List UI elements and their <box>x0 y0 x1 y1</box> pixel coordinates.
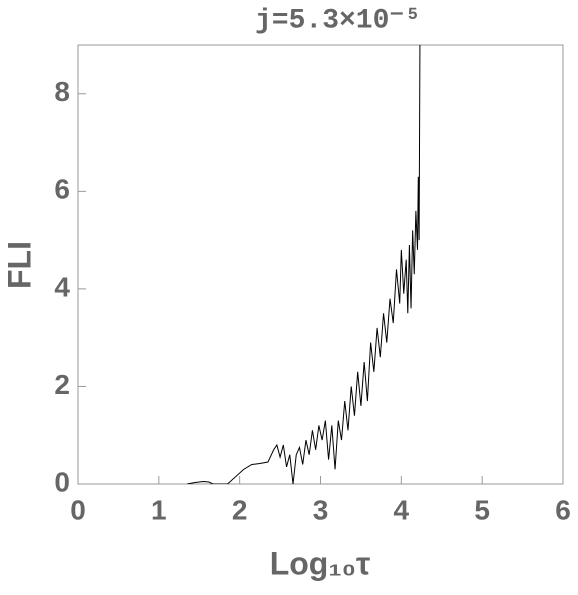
y-tick-label: 8 <box>54 76 70 107</box>
y-tick-label: 4 <box>54 271 70 302</box>
plot-area <box>187 45 421 484</box>
plot-frame <box>77 44 564 485</box>
y-tick-label: 2 <box>54 369 70 400</box>
x-tick-label: 1 <box>151 494 167 525</box>
y-tick-label: 6 <box>54 174 70 205</box>
x-tick-label: 6 <box>555 494 571 525</box>
x-tick-label: 3 <box>313 494 329 525</box>
x-tick-label: 5 <box>474 494 490 525</box>
x-tick-label: 0 <box>70 494 86 525</box>
chart-title: j=5.3×10⁻⁵ <box>255 5 421 36</box>
y-tick-label: 0 <box>54 466 70 497</box>
data-line <box>187 45 421 484</box>
x-tick-label: 2 <box>232 494 248 525</box>
x-axis-label: Log₁₀τ <box>270 545 371 581</box>
x-tick-label: 4 <box>394 494 410 525</box>
y-axis-label: FLI <box>1 241 37 289</box>
